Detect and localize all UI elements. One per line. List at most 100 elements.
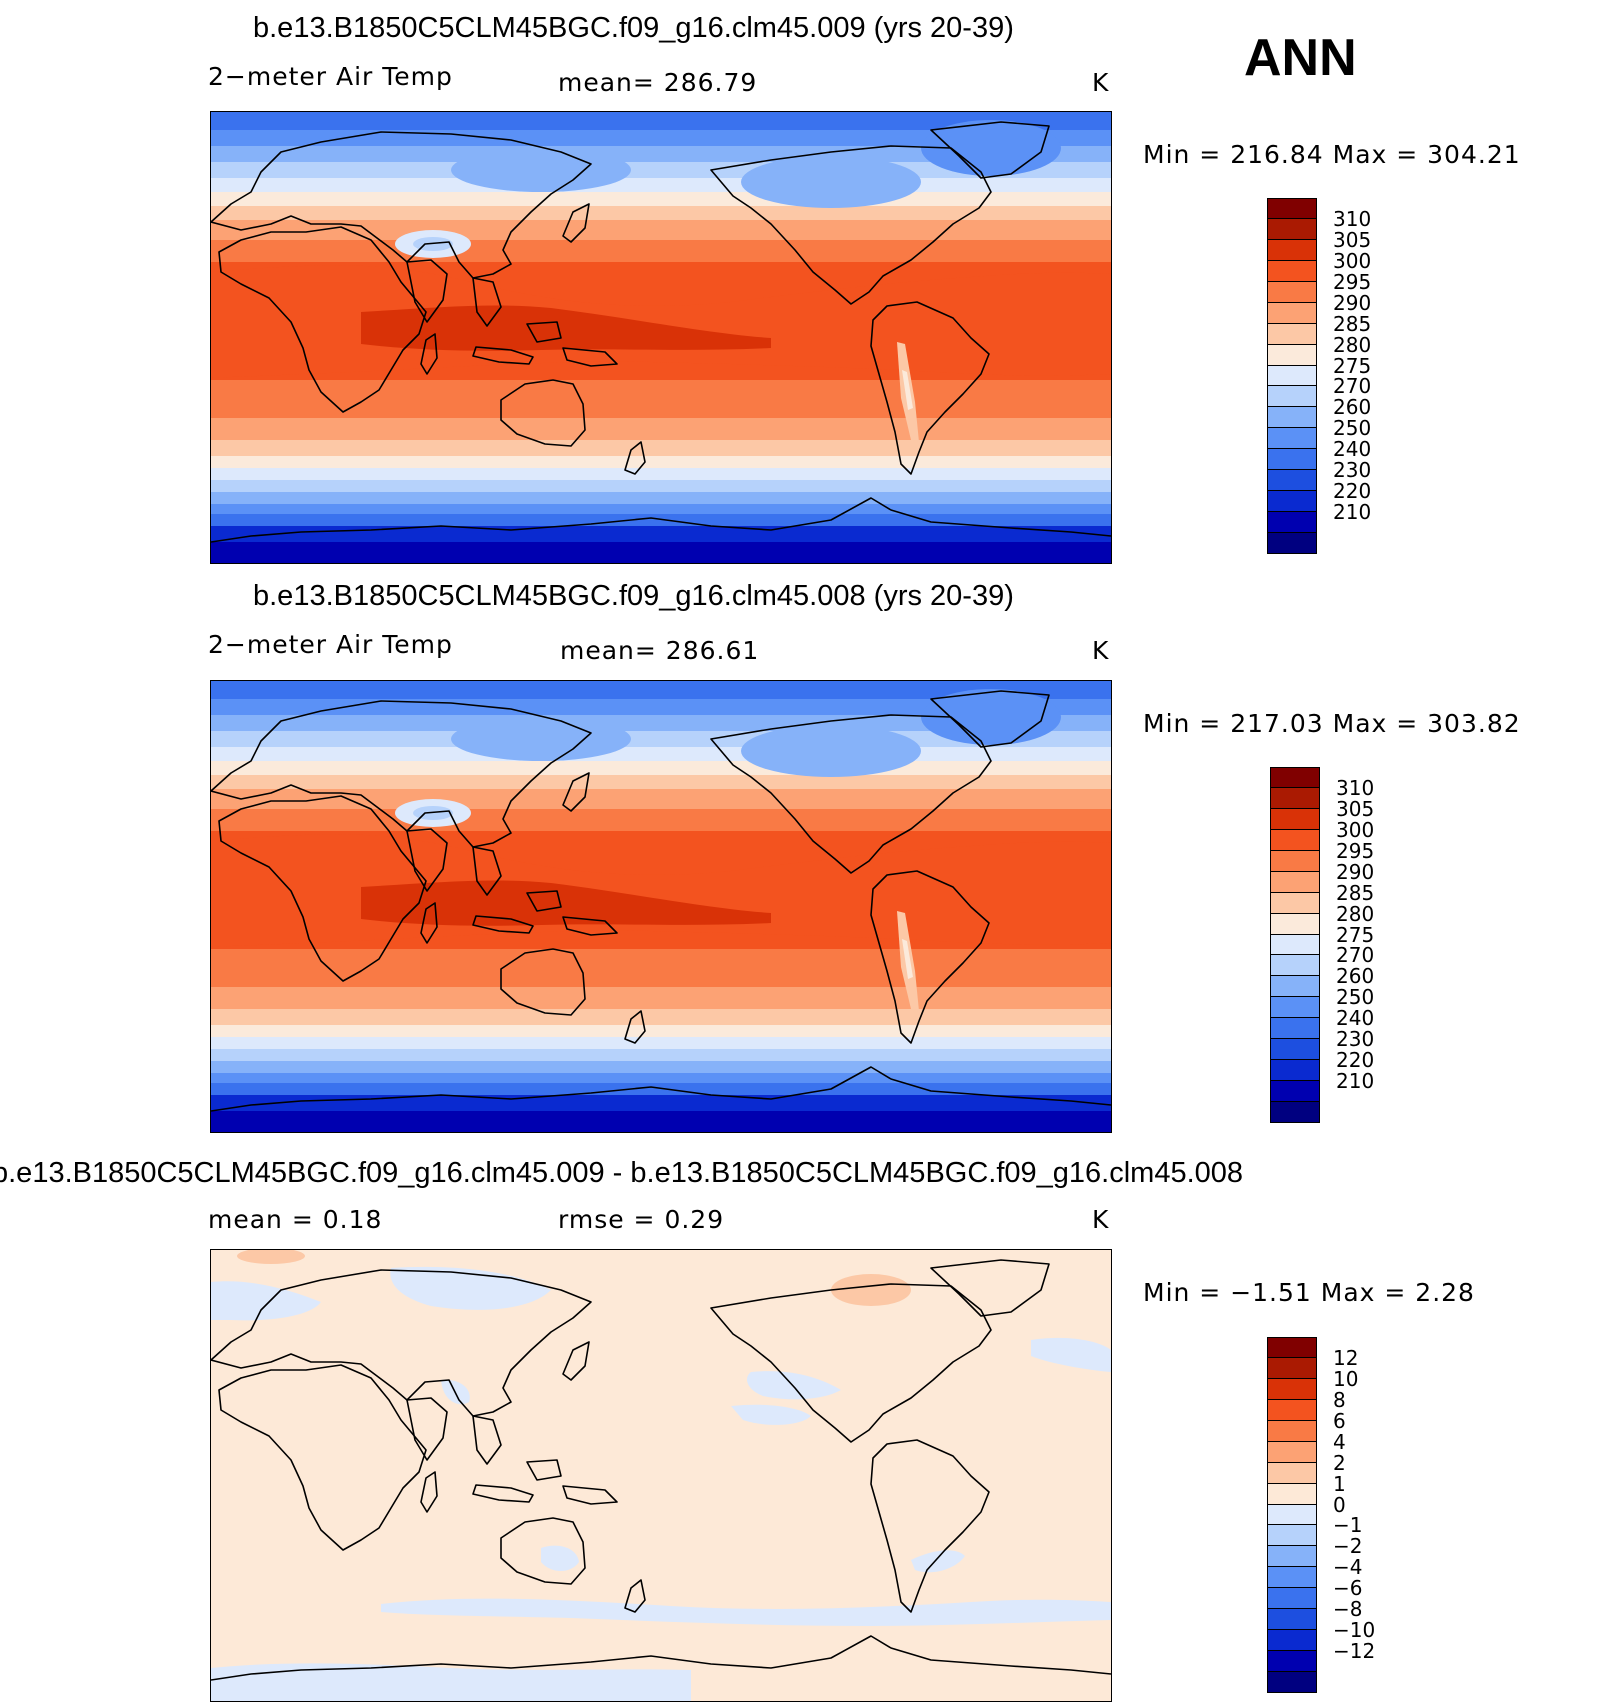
panel-1-mean-label: mean= 286.79 — [558, 68, 758, 97]
colorbar-bin — [1267, 260, 1317, 282]
panel-1-title: b.e13.B1850C5CLM45BGC.f09_g16.clm45.009 … — [253, 12, 1014, 44]
colorbar-tick-label: 260 — [1333, 395, 1372, 420]
colorbar-frame — [1270, 767, 1320, 1123]
colorbar-tick-label: 290 — [1333, 290, 1372, 315]
panel-2-colorbar: 310 305 300 295 290 285 280 275 270 260 250 240 230 2… — [1270, 767, 1374, 1123]
colorbar-tick-label: 285 — [1336, 880, 1375, 905]
colorbar-bin — [1267, 344, 1317, 366]
colorbar-tick-label: 310 — [1336, 775, 1375, 800]
colorbar-bin — [1270, 934, 1320, 956]
colorbar-bin — [1267, 449, 1317, 471]
panel-3-rmse-label: rmse = 0.29 — [558, 1205, 725, 1234]
colorbar-tick-label: −12 — [1333, 1639, 1376, 1664]
colorbar-bin — [1267, 470, 1317, 492]
colorbar-tick-label: 275 — [1336, 922, 1375, 947]
colorbar-bin — [1267, 1399, 1317, 1421]
colorbar-bin — [1270, 850, 1320, 872]
colorbar-bin — [1270, 808, 1320, 830]
colorbar-tick-label: 6 — [1333, 1408, 1346, 1433]
panel-1-minmax-label: Min = 216.84 Max = 304.21 — [1143, 140, 1521, 169]
colorbar-tick-label: 0 — [1333, 1492, 1346, 1517]
colorbar-tick-label: 250 — [1333, 416, 1372, 441]
colorbar-frame — [1267, 198, 1317, 554]
colorbar-bin — [1267, 239, 1317, 261]
colorbar-bin — [1267, 1651, 1317, 1673]
panel-1-map — [210, 111, 1112, 564]
colorbar-tick-label: −2 — [1333, 1534, 1363, 1559]
colorbar-tick-label: 305 — [1336, 796, 1375, 821]
colorbar-bin — [1270, 829, 1320, 851]
panel-1-variable-label: 2−meter Air Temp — [208, 62, 453, 91]
panel-3-title: b.e13.B1850C5CLM45BGC.f09_g16.clm45.009 … — [0, 1157, 1244, 1189]
colorbar-tick-label: 250 — [1336, 985, 1375, 1010]
colorbar-tick-label: 300 — [1333, 248, 1372, 273]
colorbar-bin — [1270, 892, 1320, 914]
colorbar-tick-label: 4 — [1333, 1429, 1346, 1454]
panel-2-variable-label: 2−meter Air Temp — [208, 630, 453, 659]
colorbar-tick-label: 270 — [1336, 943, 1375, 968]
season-label: ANN — [1244, 29, 1357, 87]
colorbar-tick-label: 230 — [1333, 458, 1372, 483]
colorbar-bin — [1270, 787, 1320, 809]
panel-1-units-label: K — [1092, 68, 1110, 97]
colorbar-frame — [1267, 1337, 1317, 1693]
panel-2-map-field — [211, 681, 1111, 1132]
colorbar-bin — [1267, 1609, 1317, 1631]
panel-2-mean-label: mean= 286.61 — [560, 636, 760, 665]
colorbar-tick-label: 270 — [1333, 374, 1372, 399]
colorbar-tick-label: 210 — [1336, 1069, 1375, 1094]
panel-3-map-field — [211, 1250, 1111, 1701]
colorbar-tick-label: 240 — [1336, 1006, 1375, 1031]
panel-3-map — [210, 1249, 1112, 1702]
colorbar-bin — [1267, 1504, 1317, 1526]
coastlines — [211, 121, 1111, 543]
colorbar-tick-label: 280 — [1333, 332, 1372, 357]
panel-3-colorbar: 12 10 8 6 4 2 1 0 −1 −2 −4 −6 −8 −10 −12 — [1267, 1337, 1375, 1693]
colorbar-bin — [1267, 281, 1317, 303]
colorbar-tick-label: −6 — [1333, 1576, 1363, 1601]
colorbar-tick-label: 290 — [1336, 859, 1375, 884]
colorbar-tick-label: 12 — [1333, 1345, 1359, 1370]
coastlines — [211, 1259, 1111, 1681]
panel-1-colorbar: 310 305 300 295 290 285 280 275 270 260 250 240 230 2… — [1267, 198, 1371, 554]
panel-2-units-label: K — [1092, 636, 1110, 665]
colorbar-tick-label: 1 — [1333, 1471, 1346, 1496]
coastlines — [211, 690, 1111, 1112]
panel-3-mean-label: mean = 0.18 — [208, 1205, 383, 1234]
colorbar-tick-label: 300 — [1336, 817, 1375, 842]
colorbar-bin — [1267, 1588, 1317, 1610]
colorbar-bin — [1267, 323, 1317, 345]
colorbar-tick-label: 295 — [1333, 269, 1372, 294]
colorbar-bin — [1267, 1546, 1317, 1568]
panel-2-minmax-label: Min = 217.03 Max = 303.82 — [1143, 709, 1521, 738]
colorbar-bin — [1270, 871, 1320, 893]
colorbar-tick-label: 240 — [1333, 437, 1372, 462]
colorbar-tick-label: 295 — [1336, 838, 1375, 863]
colorbar-tick-label: 310 — [1333, 206, 1372, 231]
colorbar-tick-label: 275 — [1333, 353, 1372, 378]
colorbar-bin — [1270, 767, 1320, 788]
colorbar-bin — [1270, 976, 1320, 998]
colorbar-bin — [1267, 1420, 1317, 1442]
panel-2-map — [210, 680, 1112, 1133]
colorbar-tick-label: −10 — [1333, 1618, 1376, 1643]
panel-2-title: b.e13.B1850C5CLM45BGC.f09_g16.clm45.008 … — [253, 580, 1014, 612]
colorbar-bin — [1270, 913, 1320, 935]
colorbar-bin — [1267, 365, 1317, 387]
colorbar-bin — [1267, 218, 1317, 240]
colorbar-bin — [1267, 302, 1317, 324]
colorbar-tick-label: 230 — [1336, 1027, 1375, 1052]
colorbar-bin — [1267, 491, 1317, 513]
colorbar-bin — [1270, 1039, 1320, 1061]
colorbar-bin — [1267, 1483, 1317, 1505]
colorbar-bin — [1267, 1567, 1317, 1589]
colorbar-tick-label: 220 — [1333, 479, 1372, 504]
colorbar-tick-label: 260 — [1336, 964, 1375, 989]
colorbar-tick-label: 305 — [1333, 227, 1372, 252]
colorbar-bin — [1267, 1525, 1317, 1547]
colorbar-bin — [1267, 428, 1317, 450]
colorbar-tick-label: −1 — [1333, 1513, 1363, 1538]
panel-3-units-label: K — [1092, 1205, 1110, 1234]
colorbar-tick-label: 210 — [1333, 500, 1372, 525]
colorbar-tick-label: −4 — [1333, 1555, 1363, 1580]
